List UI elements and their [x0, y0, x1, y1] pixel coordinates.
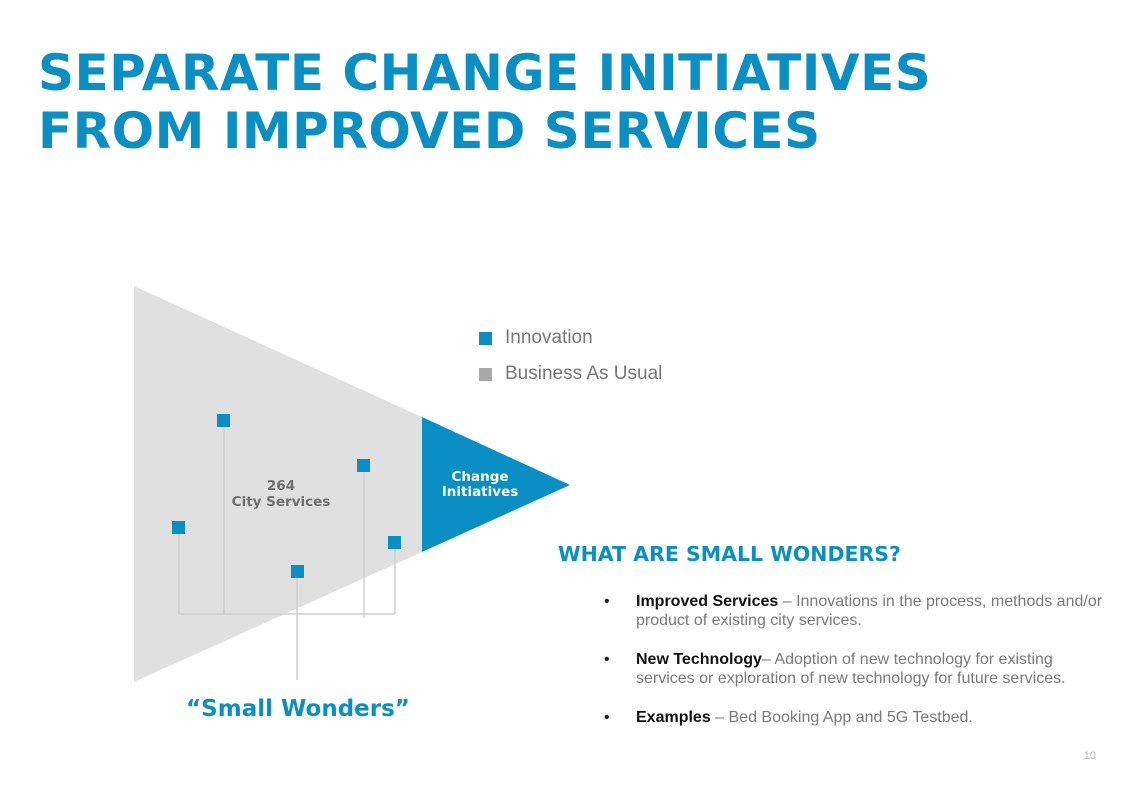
bullet-text: – Bed Booking App and 5G Testbed.	[710, 709, 973, 726]
legend-swatch-business-as-usual	[479, 367, 492, 381]
legend: Innovation Business As Usual	[479, 320, 662, 392]
slide-title-line-1: SEPARATE CHANGE INITIATIVES	[38, 44, 932, 102]
page-number: 10	[1083, 750, 1096, 762]
small-wonders-bullets: • Improved Services – Innovations in the…	[604, 592, 1104, 747]
bullet-dot: •	[604, 593, 610, 610]
small-wonders-heading: WHAT ARE SMALL WONDERS?	[558, 542, 901, 566]
bullet-dot: •	[604, 651, 610, 668]
innovation-marker	[388, 536, 401, 549]
city-services-text: City Services	[231, 494, 331, 510]
legend-label-innovation: Innovation	[505, 327, 593, 348]
small-wonders-connectors	[178, 427, 396, 680]
change-initiatives-triangle	[422, 417, 570, 552]
bullet-term: New Technology	[636, 651, 762, 668]
innovation-marker	[172, 521, 185, 534]
slide-title: SEPARATE CHANGE INITIATIVES FROM IMPROVE…	[38, 44, 931, 160]
bullet-item: • Improved Services – Innovations in the…	[604, 592, 1104, 630]
legend-label-business-as-usual: Business As Usual	[505, 363, 663, 384]
innovation-markers	[172, 414, 401, 578]
legend-item-business-as-usual: Business As Usual	[479, 356, 662, 392]
bullet-item: • Examples – Bed Booking App and 5G Test…	[604, 708, 1104, 727]
bullet-item: • New Technology– Adoption of new techno…	[604, 650, 1104, 688]
bullet-text: – Adoption of new technology for existin…	[636, 651, 1066, 687]
bullet-term: Examples	[636, 709, 711, 726]
bullet-dot: •	[604, 709, 610, 726]
bullet-text: – Innovations in the process, methods an…	[636, 593, 1103, 629]
city-services-count: 264	[266, 478, 296, 494]
legend-swatch-innovation	[479, 331, 492, 345]
innovation-marker	[357, 459, 370, 472]
change-initiatives-line-1: Change	[451, 469, 509, 485]
change-initiatives-line-2: Initiatives	[441, 484, 519, 500]
slide-title-line-2: FROM IMPROVED SERVICES	[38, 102, 821, 160]
city-services-triangle	[134, 286, 422, 682]
city-services-label: 264 City Services	[226, 478, 336, 510]
change-initiatives-label: Change Initiatives	[434, 470, 526, 500]
small-wonders-caption: “Small Wonders”	[186, 696, 410, 722]
bullet-term: Improved Services	[636, 593, 779, 610]
innovation-marker	[291, 565, 304, 578]
innovation-marker	[217, 414, 230, 427]
legend-item-innovation: Innovation	[479, 320, 662, 356]
